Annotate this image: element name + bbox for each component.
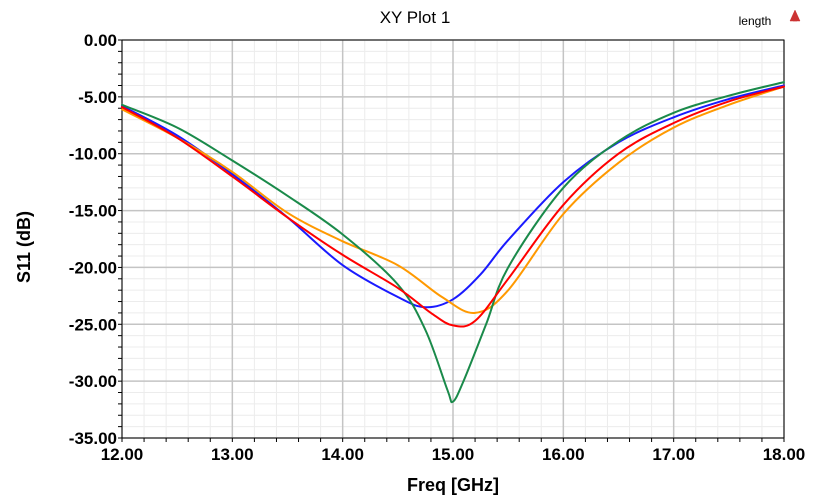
y-tick-label: -30.00: [69, 372, 117, 391]
x-tick-label: 16.00: [542, 445, 585, 464]
y-tick-label: -25.00: [69, 315, 117, 334]
legend-length-label: length: [739, 14, 772, 28]
y-tick-label: -5.00: [78, 88, 117, 107]
x-tick-label: 17.00: [652, 445, 695, 464]
series-line-3: [121, 81, 785, 404]
x-tick-label: 12.00: [101, 445, 144, 464]
chart-title: XY Plot 1: [380, 8, 451, 27]
y-tick-label: -20.00: [69, 258, 117, 277]
x-tick-label: 14.00: [321, 445, 364, 464]
x-tick-label: 15.00: [432, 445, 475, 464]
y-tick-label: -35.00: [69, 429, 117, 448]
series-line-2: [121, 85, 785, 314]
y-axis-label: S11 (dB): [14, 211, 34, 283]
series-line-1: [121, 84, 785, 309]
legend-arrow-icon[interactable]: [789, 9, 801, 22]
x-tick-label: 13.00: [211, 445, 254, 464]
y-tick-label: -15.00: [69, 202, 117, 221]
x-axis-label: Freq [GHz]: [407, 475, 499, 495]
y-tick-label: 0.00: [84, 31, 117, 50]
x-tick-label: 18.00: [763, 445, 806, 464]
y-tick-label: -10.00: [69, 145, 117, 164]
series-line-4: [121, 85, 785, 328]
